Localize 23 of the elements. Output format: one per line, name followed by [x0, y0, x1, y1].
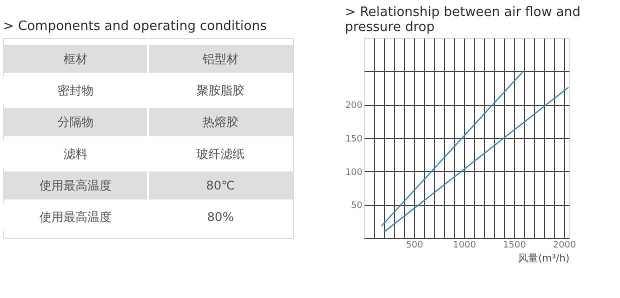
text: 使用最高温度 [40, 210, 112, 224]
x-tick-label: 500 [406, 240, 424, 250]
text: 铝型材 [202, 52, 238, 66]
y-tick-label: 50 [351, 201, 363, 212]
x-tick-label: 2000 [553, 240, 576, 250]
text: 框材 [64, 52, 88, 66]
y-tick-label: 150 [345, 134, 363, 144]
text: 80℃ [206, 178, 235, 192]
text: 热熔胶 [202, 115, 238, 130]
text: 80% [207, 210, 234, 224]
text: 聚胺脂胶 [196, 84, 244, 98]
text: 分隔物 [58, 115, 94, 130]
y-tick-label: 200 [345, 101, 363, 112]
text: 密封物 [58, 84, 94, 98]
chart-title: > Relationship between air flow and pressure drop [344, 5, 581, 35]
x-axis-title: 风量(m³/h) [518, 254, 570, 264]
text: > Components and operating conditions [3, 19, 267, 34]
text: 滤料 [64, 146, 88, 161]
y-tick-label: 100 [345, 168, 363, 178]
text: 使用最高温度 [40, 178, 112, 192]
x-tick-label: 1000 [453, 240, 476, 250]
x-tick-label: 1500 [503, 240, 526, 250]
text: 玻纤滤纸 [196, 146, 244, 161]
